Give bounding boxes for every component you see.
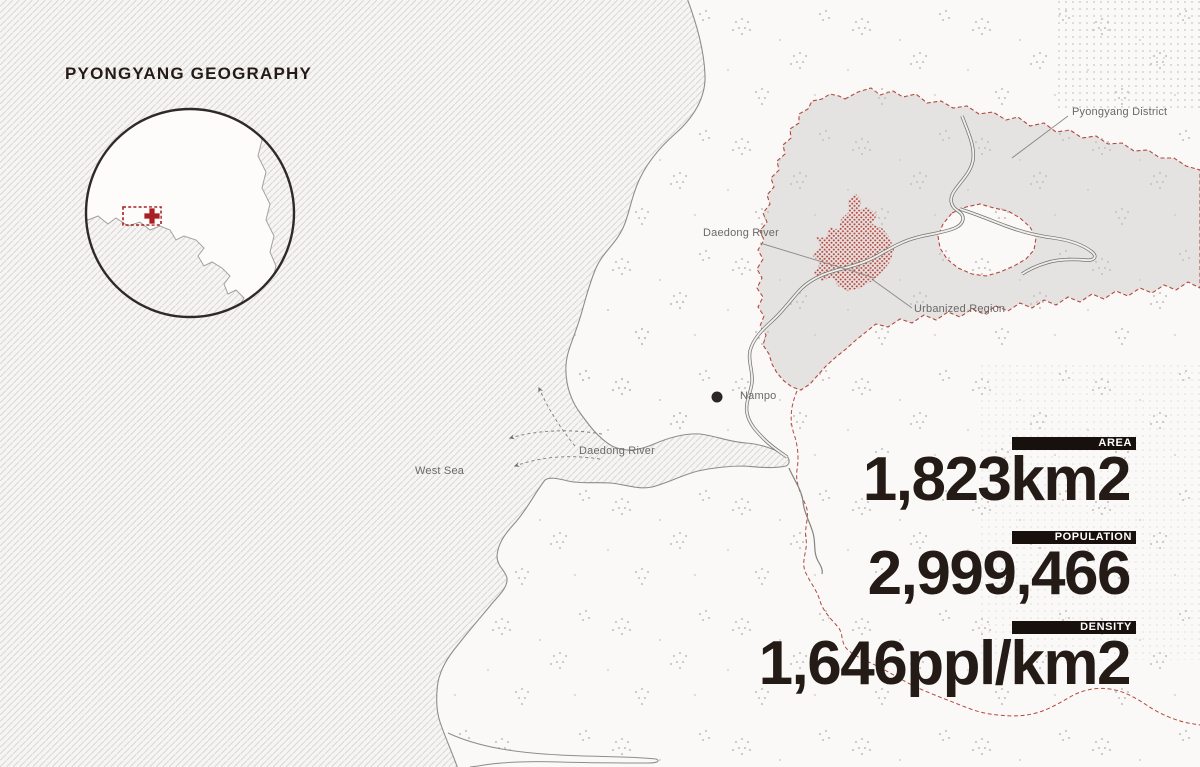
leader-pyongyang-district [1011, 115, 1069, 159]
locator-cross-icon [143, 207, 161, 225]
stat-density-value: 1,646ppl/km2 [758, 629, 1132, 698]
locator-highlight-rect [122, 206, 162, 226]
district-boundary-south [790, 390, 1200, 726]
inset-circle-border [84, 107, 296, 319]
page-title: PYONGYANG GEOGRAPHY [65, 64, 312, 83]
flow-arrows [508, 386, 603, 467]
korea-peninsula-outline [86, 109, 277, 317]
river-stream-south [788, 467, 823, 575]
leader-urbanized-region [872, 279, 913, 309]
label-daedong-river-estuary: Daedong River [579, 445, 655, 457]
coastline [436, 0, 790, 767]
stat-population-value: 2,999,466 [867, 539, 1132, 608]
stat-population: POPULATION 2,999,466 [867, 527, 1136, 608]
inset-locator-map [84, 107, 296, 319]
coastal-spit [447, 732, 659, 767]
stat-density-bar: DENSITY [1012, 621, 1136, 634]
leader-daedong-river [759, 242, 876, 279]
nampo-dot-marker [711, 391, 723, 403]
stat-population-bar: POPULATION [1012, 531, 1136, 544]
urbanized-region-area [812, 194, 894, 291]
stat-density: DENSITY 1,646ppl/km2 [758, 617, 1136, 698]
label-pyongyang-district: Pyongyang District [1072, 106, 1168, 118]
stat-area-value: 1,823km2 [862, 445, 1132, 514]
daedong-river-path [744, 115, 1097, 575]
stat-area-bar: AREA [1012, 437, 1136, 450]
label-daedong-river-north: Daedong River [703, 227, 779, 239]
label-west-sea: West Sea [415, 465, 465, 477]
label-urbanized-region: Urbanized Region [914, 303, 1006, 315]
leader-lines [759, 115, 1069, 309]
dense-dots-patch [1055, 0, 1200, 110]
stat-area: AREA 1,823km2 [862, 433, 1136, 514]
label-nampo: Nampo [740, 390, 777, 402]
